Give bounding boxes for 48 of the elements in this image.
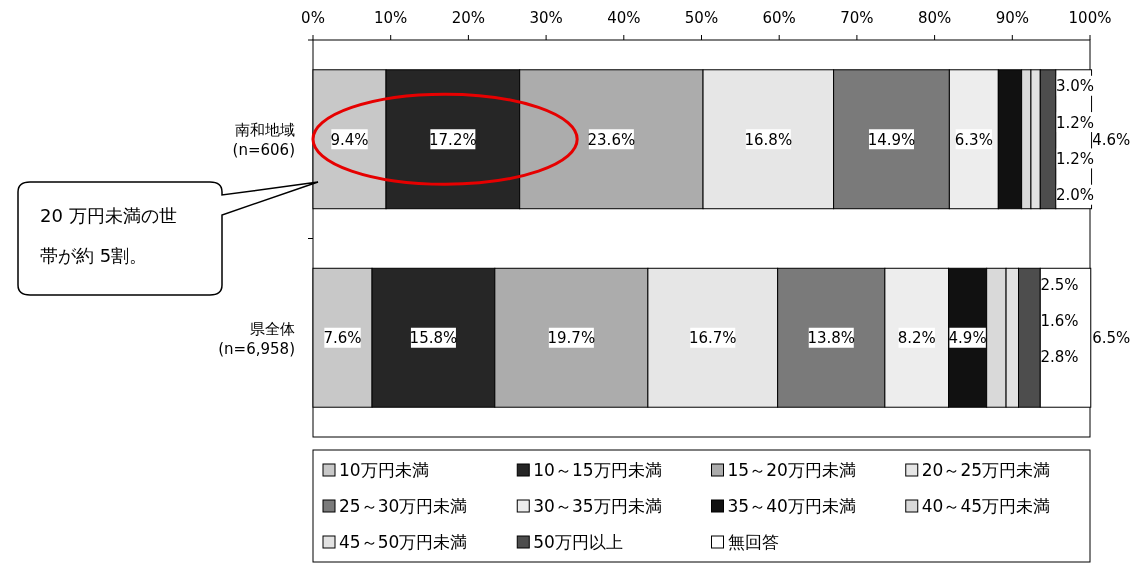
x-tick-label: 50% <box>684 9 719 27</box>
x-tick-label: 30% <box>529 9 563 27</box>
data-label: 9.4% <box>330 130 369 149</box>
data-label: 4.9% <box>948 329 987 348</box>
x-tick-label: 0% <box>301 9 325 27</box>
legend-label: 15～20万円未満 <box>727 460 856 480</box>
data-label: 1.2% <box>1055 149 1095 168</box>
data-label: 16.7% <box>688 329 737 348</box>
text: 20 万円未満の世帯が約 5割。 <box>40 205 177 266</box>
legend-label: 20～25万円未満 <box>921 460 1051 480</box>
data-label: 2.8% <box>1040 348 1079 367</box>
legend-label: 45～50万円未満 <box>339 532 468 552</box>
x-tick-label: 70% <box>840 9 874 27</box>
legend-label: 50万円以上 <box>533 532 623 552</box>
data-label: 19.7% <box>547 329 596 348</box>
x-tick-label: 90% <box>995 9 1029 27</box>
legend-label: 無回答 <box>727 532 779 552</box>
x-tick-label: 40% <box>607 9 641 27</box>
data-label: 8.2% <box>897 329 936 348</box>
y-tick-label: 県全体 (n=6,958) <box>218 319 295 358</box>
data-label: 1.2% <box>1055 113 1095 132</box>
bar <box>1030 69 1041 210</box>
data-label: 1.6% <box>1040 312 1079 331</box>
data-label: 13.8% <box>807 329 856 348</box>
x-tick-label: 10% <box>374 9 408 27</box>
x-tick-label: 60% <box>762 9 796 27</box>
data-label: 3.0% <box>1055 77 1095 96</box>
data-label: 7.6% <box>323 329 362 348</box>
data-label: 2.5% <box>1040 275 1079 294</box>
legend-label: 10～15万円未満 <box>533 460 662 480</box>
legend-label: 30～35万円未満 <box>533 496 662 516</box>
legend-label: 25～30万円未満 <box>339 496 468 516</box>
legend-label: 10万円未満 <box>339 460 429 480</box>
x-tick-label: 100% <box>1068 9 1112 27</box>
data-label: 14.9% <box>867 130 916 149</box>
data-label: 16.8% <box>744 130 793 149</box>
data-label: 6.3% <box>954 130 993 149</box>
data-label: 2.0% <box>1055 186 1095 205</box>
y-tick-label: 南和地域 (n=606) <box>232 121 295 160</box>
legend-label: 40～45万円未満 <box>921 496 1051 516</box>
bar <box>1005 267 1020 408</box>
data-label: 4.6% <box>1092 130 1131 149</box>
data-label: 6.5% <box>1092 329 1131 348</box>
data-label: 23.6% <box>587 130 636 149</box>
data-label: 17.2% <box>429 130 477 149</box>
legend-label: 35～40万円未満 <box>727 496 856 516</box>
x-tick-label: 20% <box>451 9 486 27</box>
x-tick-label: 80% <box>917 9 952 27</box>
